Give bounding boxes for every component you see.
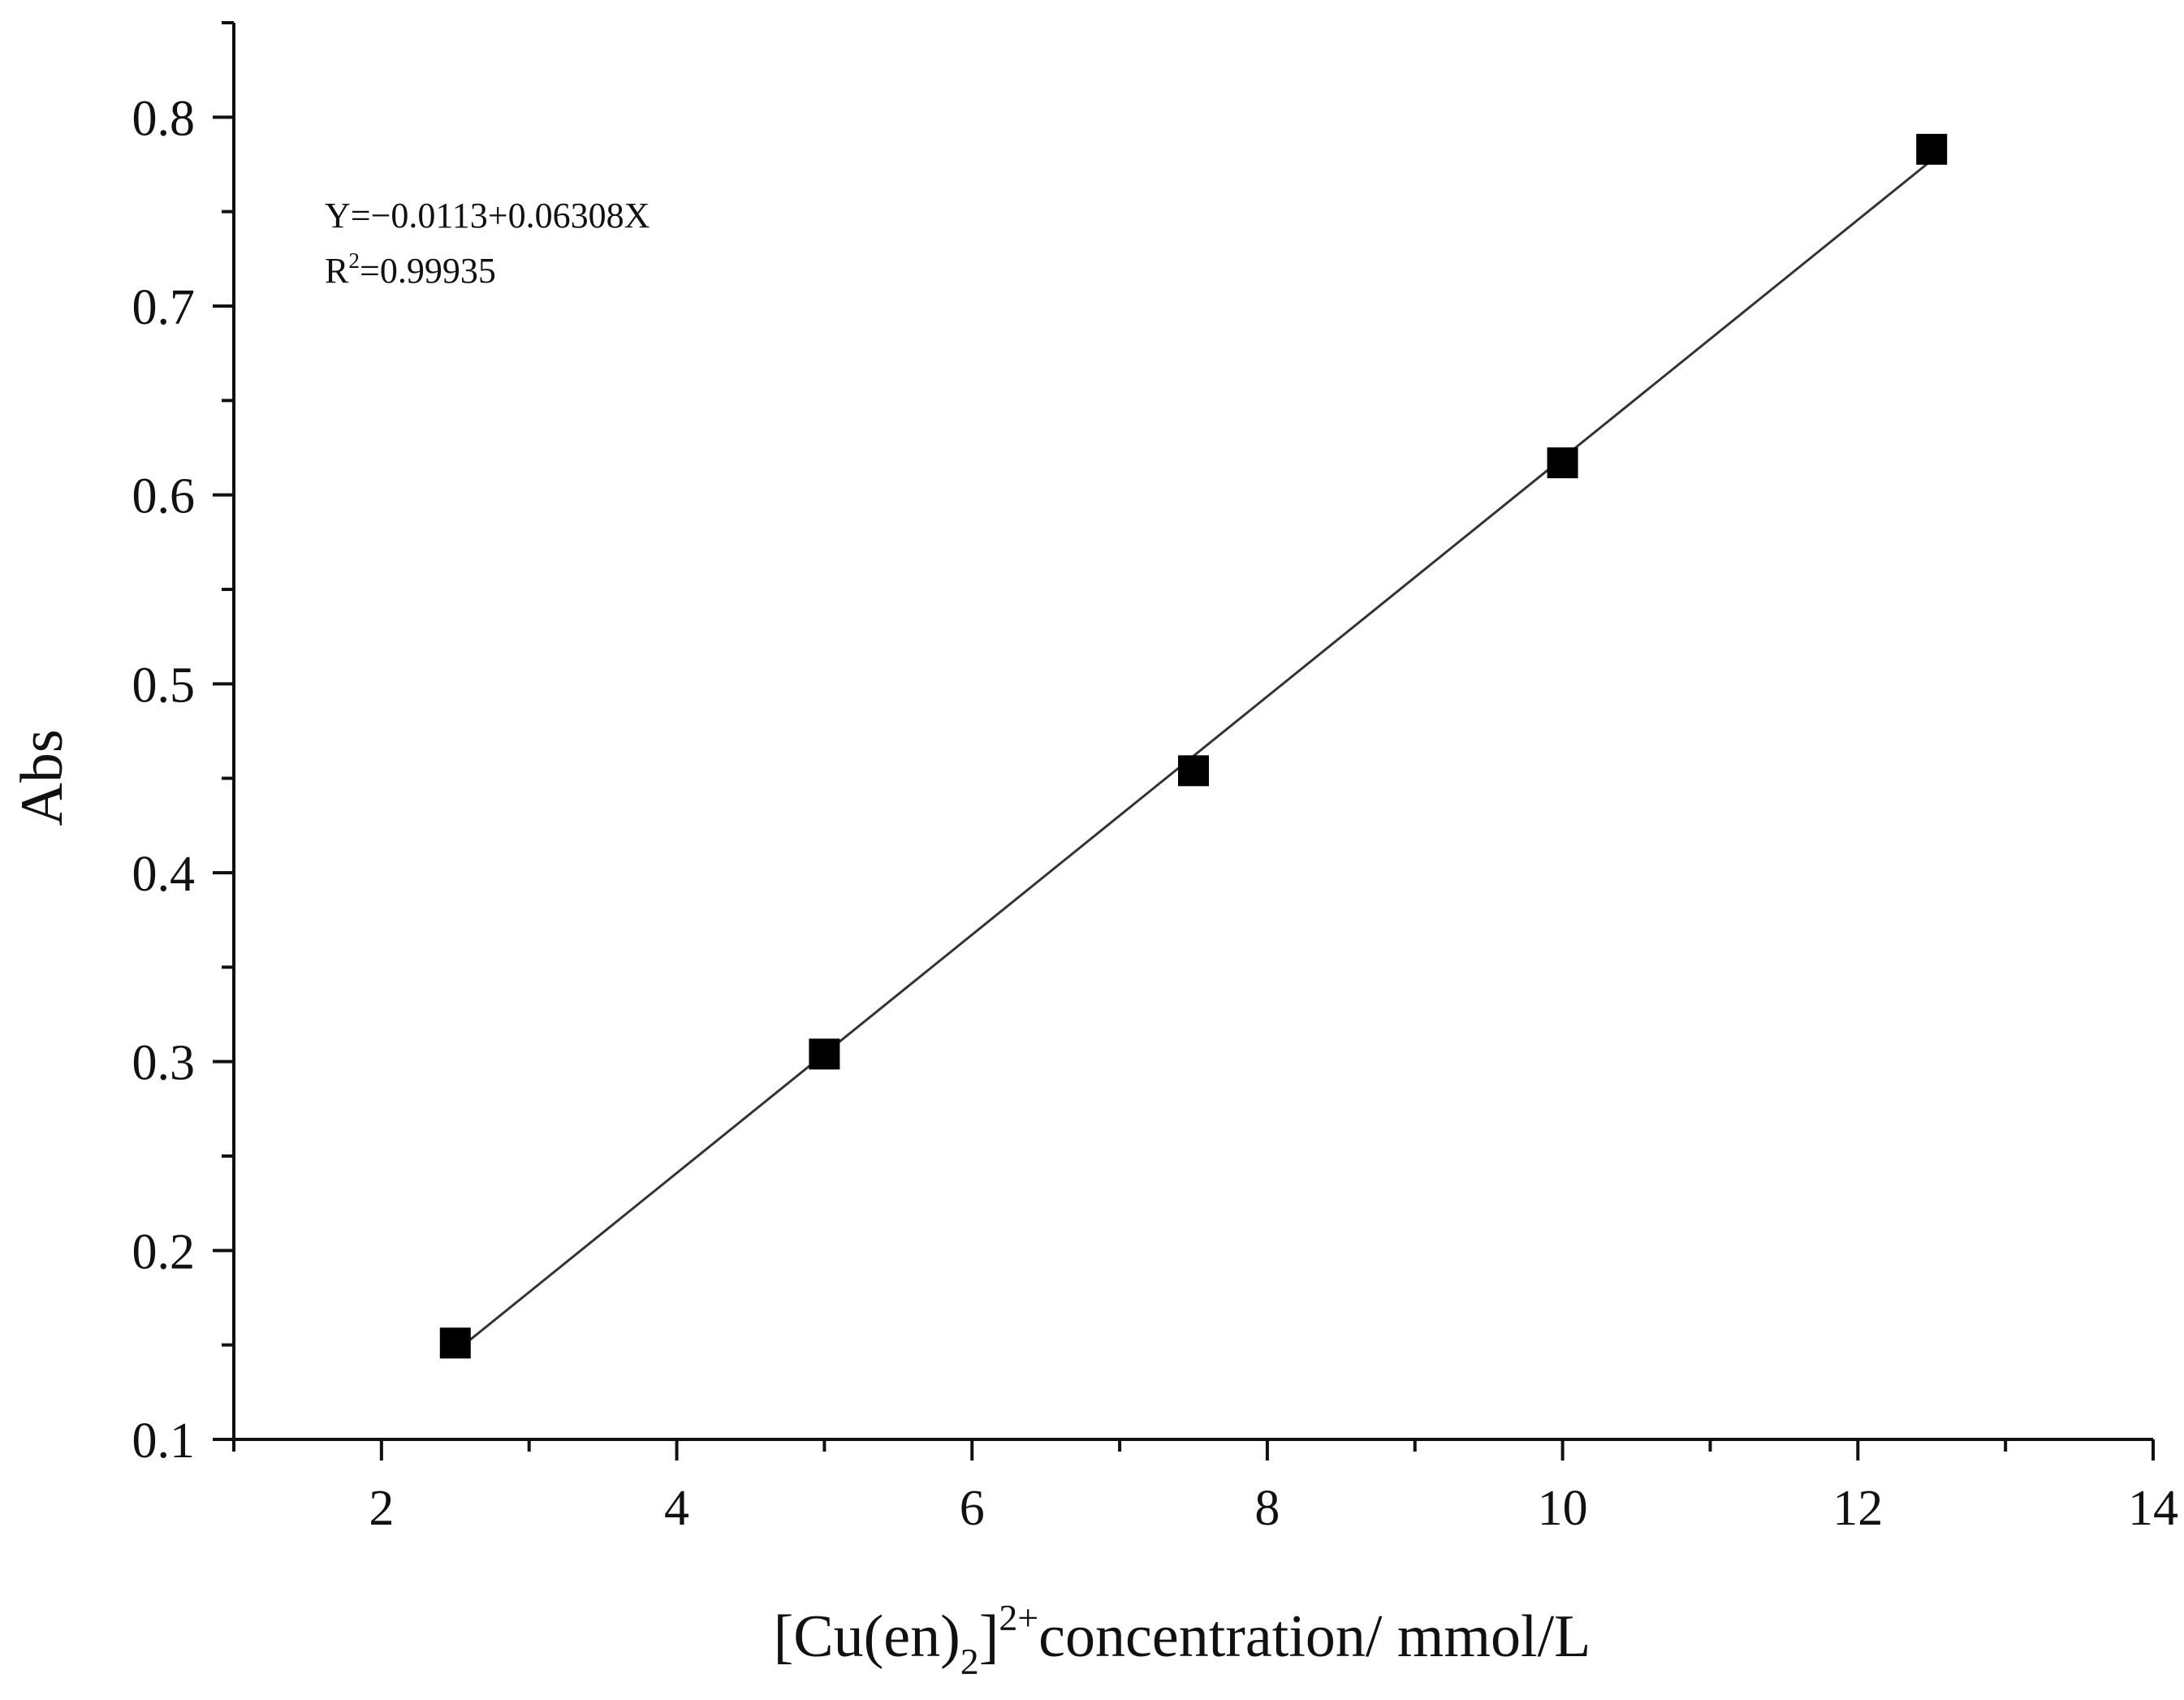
data-point <box>809 1038 840 1070</box>
x-tick-label: 6 <box>960 1481 985 1536</box>
y-axis-title: Abs <box>9 729 76 826</box>
x-tick-label: 8 <box>1254 1481 1280 1536</box>
x-tick-label: 12 <box>1832 1481 1883 1536</box>
r-squared-prefix: R <box>325 251 349 291</box>
r-squared: R2=0.99935 <box>325 248 496 291</box>
x-tick-label: 4 <box>664 1481 689 1536</box>
data-point <box>1916 133 1948 165</box>
y-tick-label: 0.6 <box>132 469 196 524</box>
x-axis-title-bracket: ] <box>979 1603 999 1670</box>
x-axis-title-suffix: concentration/ mmol/L <box>1038 1603 1591 1670</box>
y-tick-label: 0.4 <box>132 847 196 902</box>
y-tick-label: 0.3 <box>132 1036 196 1091</box>
y-tick-label: 0.8 <box>132 91 196 146</box>
x-tick-label: 14 <box>2128 1481 2178 1536</box>
data-point <box>1547 447 1578 479</box>
y-tick-label: 0.2 <box>132 1224 196 1279</box>
x-axis-title-prefix: [Cu(en) <box>774 1603 960 1670</box>
data-point <box>439 1327 471 1359</box>
r-squared-superscript: 2 <box>348 248 360 273</box>
axes: 2 4 6 8 10 12 14 0.1 0.2 0.3 0.4 0.5 0.6 0.7 0.8 <box>132 21 2178 1536</box>
x-axis-title-superscript: 2+ <box>999 1597 1038 1638</box>
y-tick-label: 0.1 <box>132 1413 196 1469</box>
r-squared-value: =0.99935 <box>360 251 496 291</box>
y-tick-label: 0.7 <box>132 280 196 335</box>
fit-equation: Y=−0.0113+0.06308X <box>325 196 650 235</box>
y-tick-label: 0.5 <box>132 658 196 713</box>
data-points <box>439 133 1948 1359</box>
x-axis-title-subscript: 2 <box>960 1641 979 1682</box>
data-point <box>1178 755 1209 787</box>
x-tick-label: 2 <box>369 1481 394 1536</box>
x-axis-title: [Cu(en)2]2+concentration/ mmol/L <box>774 1597 1591 1682</box>
x-tick-label: 10 <box>1538 1481 1588 1536</box>
